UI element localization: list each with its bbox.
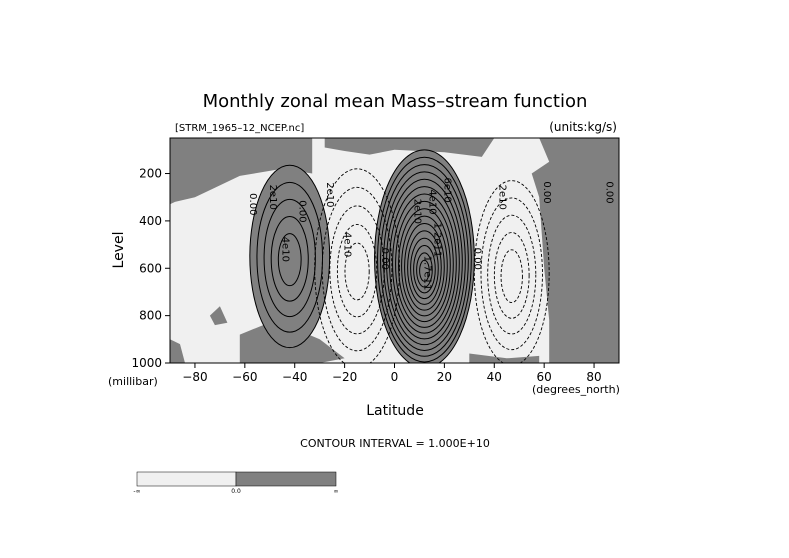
contour-line [314, 168, 400, 363]
y-tick-label: 800 [139, 309, 162, 323]
x-tick-label: 40 [487, 370, 502, 384]
contour-label: 6e10 [441, 177, 452, 202]
contour-line [473, 180, 550, 363]
y-tick-label: 1000 [131, 356, 162, 370]
contour-label: 0.00 [541, 181, 552, 203]
x-tick-label: 0 [391, 370, 399, 384]
y-axis-label: Level [111, 232, 127, 269]
contour-line [493, 232, 530, 319]
contour-line [389, 186, 460, 340]
contour-label: 0.00 [471, 248, 482, 270]
contour-label: 2e10 [267, 185, 278, 210]
x-tick-label: −80 [182, 370, 207, 384]
contour-line [392, 193, 457, 334]
contour-line [401, 215, 448, 317]
x-tick-label: −40 [282, 370, 307, 384]
plot-area: 0.00 2e10 4e10 0.00 2e10 4e10 0.00 2e10 4e10 6e10… [169, 137, 620, 364]
x-tick-label: 80 [586, 370, 601, 384]
units-label: (units:kg/s) [549, 120, 617, 134]
colorbar-negative-swatch [136, 471, 237, 487]
contour-label: 2e10 [324, 182, 335, 207]
contour-label: 2e10 [496, 185, 507, 210]
y-axis: 200 400 600 800 1000 [131, 167, 170, 370]
contour-label: 0.00 [247, 193, 258, 215]
contour-label: 2e10 [411, 199, 422, 224]
contour-interval-text: CONTOUR INTERVAL = 1.000E+10 [300, 437, 490, 450]
contour-line [263, 198, 316, 318]
contour-line [321, 186, 393, 352]
contour-line [487, 214, 537, 335]
contour-label: 4e10 [426, 189, 437, 214]
y-tick-label: 400 [139, 214, 162, 228]
fill-positive-n [324, 138, 495, 157]
x-axis: −80 −60 −40 −20 0 20 40 60 80 [182, 363, 602, 384]
contour-label: 1.2e11 [431, 222, 442, 257]
y-tick-label: 600 [139, 261, 162, 275]
contour-line [419, 259, 430, 282]
file-label: [STRM_1965–12_NCEP.nc] [175, 123, 304, 134]
contour-label: 4e10 [279, 237, 290, 262]
contour-label: 4e10 [342, 232, 353, 257]
colorbar-label-zero: 0.0 [231, 488, 241, 495]
fill-positive-east [531, 138, 619, 363]
contour-line [410, 237, 439, 300]
contour-lines [249, 149, 550, 363]
contour-line [395, 200, 454, 328]
contour-labels: 0.00 2e10 4e10 0.00 2e10 4e10 0.00 2e10 4e10 6e10… [247, 177, 615, 290]
fill-positive-se [469, 353, 540, 363]
colorbar-positive-swatch [235, 471, 337, 487]
y-tick-label: 200 [139, 167, 162, 181]
fill-cell-positive-2 [374, 149, 475, 363]
fill-positive-corner [170, 339, 185, 363]
contour-line [383, 171, 466, 351]
x-tick-label: 60 [537, 370, 552, 384]
fill-positive-patch [209, 306, 228, 326]
x-axis-label: Latitude [366, 403, 424, 419]
chart-title: Monthly zonal mean Mass–stream function [203, 91, 588, 112]
contour-line [500, 249, 523, 304]
contour-line [270, 215, 309, 302]
x-axis-unit: (degrees_north) [532, 383, 620, 396]
fill-cell-positive-0 [249, 165, 330, 348]
fill-positive-nw [170, 138, 313, 205]
x-tick-label: 20 [437, 370, 452, 384]
contour-line [416, 252, 433, 288]
contour-line [404, 222, 445, 311]
contour-line [398, 208, 451, 323]
contour-line [413, 245, 436, 294]
contour-line [336, 224, 378, 318]
y-axis-unit: (millibar) [108, 375, 158, 388]
contour-line [277, 233, 302, 287]
contour-line [386, 178, 463, 346]
contour-line [249, 164, 331, 349]
contour-label: 1.7e11 [421, 256, 432, 291]
contour-label: 0.00 [379, 248, 390, 270]
contour-line [344, 242, 370, 301]
contour-line [377, 156, 472, 363]
contour-line [480, 197, 543, 351]
contour-label: 0.00 [604, 181, 615, 203]
colorbar-label-min: -∞ [133, 488, 140, 495]
contour-fills [170, 138, 619, 363]
x-tick-label: −60 [232, 370, 257, 384]
contour-label: 0.00 [297, 200, 308, 222]
contour-line [329, 205, 385, 335]
x-tick-label: −20 [332, 370, 357, 384]
colorbar: -∞ 0.0 ∞ [133, 471, 339, 495]
contour-line [407, 230, 442, 305]
contour-line [380, 164, 469, 357]
colorbar-label-max: ∞ [334, 488, 339, 495]
